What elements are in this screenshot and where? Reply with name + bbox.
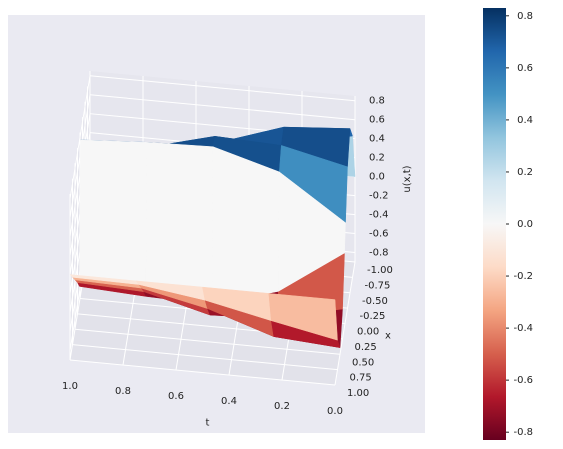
x-tick-label: -1.00	[367, 265, 393, 276]
z-tick-label: 0.2	[369, 153, 385, 164]
colorbar-tick-label: -0.8	[513, 427, 533, 438]
z-axis-label: u(x,t)	[402, 165, 413, 192]
z-tick-label: -0.8	[369, 248, 389, 259]
x-axis-label: x	[385, 331, 391, 342]
z-tick-label: 0.6	[369, 115, 385, 126]
z-tick-label: -0.2	[369, 191, 389, 202]
surface-patch	[268, 293, 338, 341]
grid-line	[74, 328, 341, 355]
grid-line	[69, 113, 91, 237]
colorbar-tick-label: 0.2	[517, 167, 533, 178]
surface-patch	[145, 142, 214, 305]
grid-line	[69, 359, 336, 386]
x-tick-label: 0.25	[355, 342, 377, 353]
colorbar	[483, 8, 506, 440]
x-tick-label: -0.75	[365, 280, 391, 291]
grid-line	[69, 75, 91, 199]
grid-line	[69, 94, 91, 218]
colorbar-tick-label: 0.4	[517, 115, 533, 126]
x-tick-label: 0.0	[327, 406, 343, 417]
surface-patch	[79, 139, 148, 297]
grid-line	[89, 75, 356, 102]
x-tick-label: 1.0	[62, 381, 78, 392]
x-tick-label: 0.2	[274, 401, 290, 412]
colorbar-tick-label: 0.8	[517, 11, 533, 22]
z-tick-label: -0.4	[369, 210, 389, 221]
colorbar-tick-label: 0.0	[517, 219, 533, 230]
surface-patch	[211, 146, 280, 305]
x-tick-label: -0.50	[362, 296, 388, 307]
z-tick-label: 0.8	[369, 96, 385, 107]
x-axis-label: t	[206, 418, 210, 429]
colorbar-tick-label: -0.2	[513, 271, 533, 282]
x-tick-label: 1.00	[347, 388, 369, 399]
colorbar-tick-label: 0.6	[517, 63, 533, 74]
z-tick-label: -0.6	[369, 229, 389, 240]
x-tick-label: 0.4	[221, 396, 237, 407]
colorbar-tick-label: -0.6	[513, 375, 533, 386]
x-tick-label: 0.8	[115, 386, 131, 397]
grid-line	[89, 94, 356, 121]
colorbar-tick-label: -0.4	[513, 323, 533, 334]
z-tick-label: 0.0	[369, 172, 385, 183]
grid-line	[72, 344, 338, 371]
x-tick-label: 0.75	[350, 373, 372, 384]
grid-line	[334, 261, 356, 386]
x-tick-label: 0.50	[352, 357, 374, 368]
x-tick-label: 0.6	[168, 391, 184, 402]
x-tick-label: 0.00	[357, 327, 379, 338]
z-tick-label: 0.4	[369, 134, 385, 145]
x-tick-label: -0.25	[360, 311, 386, 322]
